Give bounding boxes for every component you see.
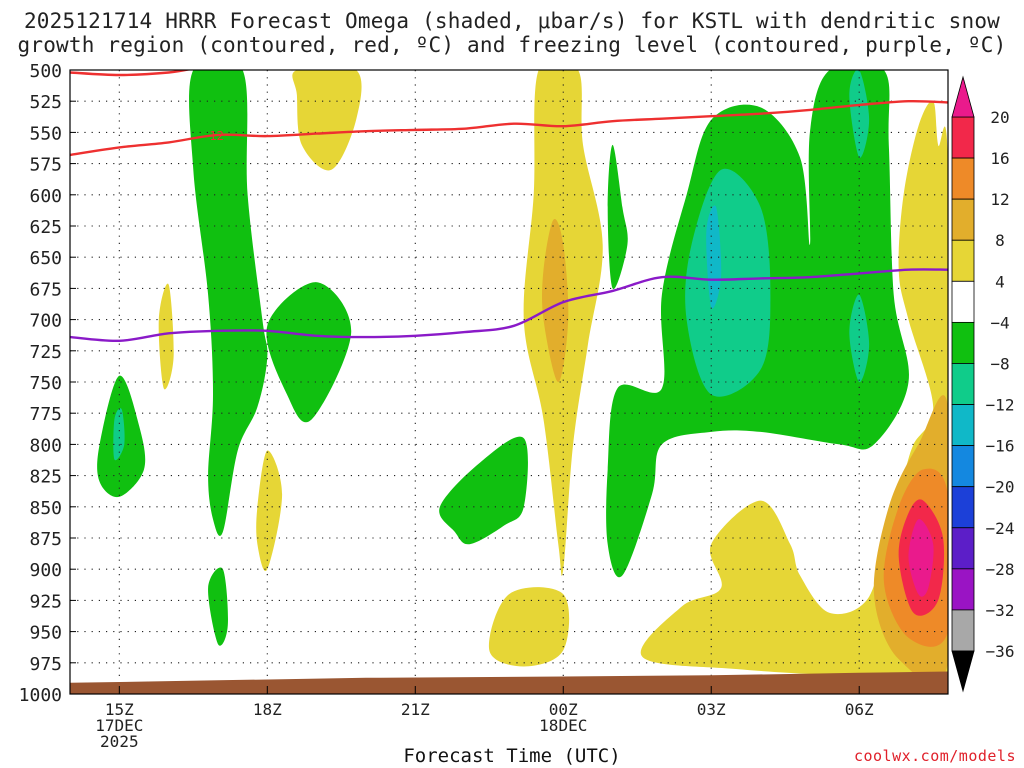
- x-tick-label: 15Z: [105, 700, 134, 719]
- colorbar-label: −8: [990, 354, 1009, 373]
- colorbar-label: 8: [995, 231, 1005, 250]
- terrain-fill: [70, 671, 948, 694]
- omega-region-yellow-3: [256, 450, 283, 571]
- y-tick-label: 825: [29, 467, 62, 488]
- y-tick-label: 675: [29, 279, 62, 300]
- y-tick-label: 850: [29, 498, 62, 519]
- colorbar-label: −16: [986, 437, 1015, 456]
- omega-region-cyan-4: [113, 408, 125, 461]
- x-tick-label: 03Z: [697, 700, 726, 719]
- colorbar-label: −4: [990, 313, 1009, 332]
- y-tick-label: 575: [29, 155, 62, 176]
- colorbar-band: [951, 568, 975, 611]
- colorbar-band: [951, 280, 975, 323]
- omega-region-green-5: [439, 436, 528, 545]
- omega-region-yellow-5: [488, 587, 570, 667]
- colorbar-band: [951, 116, 975, 159]
- omega-region-yellow-6: [640, 100, 948, 694]
- omega-region-green-4: [208, 567, 228, 646]
- x-tick-label: 18Z: [253, 700, 282, 719]
- contour-label: -12: [202, 129, 224, 143]
- credit-link[interactable]: coolwx.com/models: [853, 747, 1016, 765]
- contour-line-1: [70, 70, 192, 77]
- colorbar-band: [951, 239, 975, 282]
- x-tick-label: 06Z: [845, 700, 874, 719]
- colorbar-band: [951, 363, 975, 405]
- colorbar-label: −36: [986, 642, 1015, 661]
- y-tick-label: 625: [29, 217, 62, 238]
- y-tick-label: 525: [29, 92, 62, 113]
- omega-region-gold-1: [541, 218, 569, 382]
- y-tick-label: 975: [29, 654, 62, 675]
- omega-region-yellow-1: [292, 70, 362, 171]
- colorbar-band: [951, 486, 975, 529]
- omega-shading-layer: [97, 70, 948, 694]
- omega-region-green-6: [607, 144, 628, 290]
- omega-region-green-1: [189, 70, 268, 536]
- y-tick-label: 650: [29, 248, 62, 269]
- colorbar-label: −28: [986, 560, 1015, 579]
- terrain-layer: [70, 671, 948, 694]
- colorbar-label: 4: [995, 272, 1005, 291]
- omega-region-green-2: [266, 282, 352, 423]
- contour-line-2: [70, 268, 948, 343]
- colorbar-band: [951, 404, 975, 447]
- x-tick-label: 17DEC: [95, 716, 143, 735]
- colorbar-label: −12: [986, 396, 1015, 415]
- colorbar-label: −32: [986, 601, 1015, 620]
- y-tick-label: 550: [29, 123, 62, 144]
- colorbar-label: 20: [990, 108, 1009, 127]
- contour-layer: -12: [70, 70, 948, 343]
- omega-region-yellow-2: [158, 283, 174, 390]
- colorbar-label: 12: [990, 190, 1009, 209]
- colorbar-top-arrow: [951, 75, 975, 118]
- x-tick-label: 2025: [100, 732, 139, 751]
- y-tick-label: 950: [29, 623, 62, 644]
- colorbar-label: −20: [986, 478, 1015, 497]
- y-tick-label: 500: [29, 61, 62, 82]
- x-tick-label: 00Z: [549, 700, 578, 719]
- colorbar-band: [951, 198, 975, 241]
- y-tick-label: 1000: [19, 685, 62, 706]
- contour-line-0: [70, 99, 948, 157]
- colorbar-band: [951, 321, 975, 364]
- x-axis-label: Forecast Time (UTC): [403, 745, 621, 767]
- y-tick-label: 900: [29, 560, 62, 581]
- chart-title-line-2: growth region (contoured, red, ºC) and f…: [17, 33, 1007, 57]
- colorbar-bottom-arrow: [951, 650, 975, 693]
- y-tick-label: 925: [29, 591, 62, 612]
- x-tick-label: 21Z: [401, 700, 430, 719]
- y-tick-label: 750: [29, 373, 62, 394]
- y-axis: 500 525 550 575 600 625 650 675 700 725 750 775 800 8…: [19, 61, 76, 706]
- omega-region-cyan-5: [706, 205, 722, 309]
- y-tick-label: 775: [29, 404, 62, 425]
- colorbar-band: [951, 609, 975, 652]
- colorbar-band: [951, 445, 975, 488]
- colorbar-band: [951, 157, 975, 200]
- colorbar: 20 16 12 8 4 −4 −8 −12 −16 −20 −24 −28 −32 −36: [951, 75, 1015, 693]
- omega-region-cyan-1: [685, 168, 771, 397]
- omega-region-cyan-3: [849, 294, 870, 383]
- x-tick-label: 18DEC: [539, 716, 587, 735]
- colorbar-band: [951, 527, 975, 570]
- y-tick-label: 700: [29, 311, 62, 332]
- colorbar-label: −24: [986, 519, 1015, 538]
- chart-title-line-1: 2025121714 HRRR Forecast Omega (shaded, …: [23, 9, 1001, 33]
- y-tick-label: 875: [29, 529, 62, 550]
- y-tick-label: 800: [29, 435, 62, 456]
- y-tick-label: 600: [29, 186, 62, 207]
- y-tick-label: 725: [29, 342, 62, 363]
- colorbar-label: 16: [990, 149, 1009, 168]
